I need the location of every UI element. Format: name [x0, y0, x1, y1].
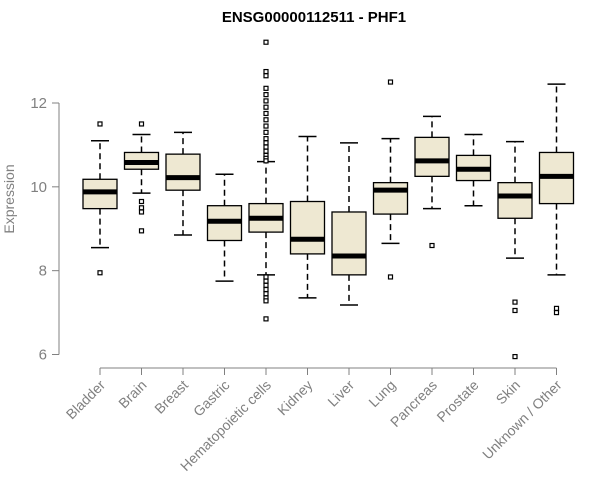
- outlier-point: [138, 121, 145, 127]
- box-skin: [497, 140, 533, 360]
- box-gastric: [206, 173, 243, 282]
- y-tick-label: 10: [30, 179, 47, 196]
- outlier-point: [429, 242, 435, 249]
- iqr-box: [331, 211, 367, 276]
- outlier-point: [553, 305, 560, 311]
- box-pancreas: [414, 115, 450, 249]
- outlier-point: [263, 129, 269, 135]
- outlier-point: [387, 79, 394, 85]
- boxes-group: [82, 39, 575, 360]
- box-kidney: [289, 135, 326, 299]
- box-hematopoietic-cells: [248, 39, 284, 322]
- box-brain: [123, 121, 160, 234]
- outlier-point: [263, 140, 269, 146]
- x-tick-label: Liver: [324, 377, 357, 410]
- outlier-point: [263, 282, 269, 288]
- outlier-point: [263, 110, 269, 117]
- box-bladder: [82, 121, 118, 276]
- outlier-point: [263, 158, 269, 164]
- y-tick-label: 12: [30, 95, 47, 112]
- box-unknown-other: [538, 83, 575, 316]
- outlier-point: [263, 278, 269, 284]
- outlier-point: [263, 148, 269, 154]
- iqr-box: [165, 153, 201, 191]
- x-tick-label: Breast: [151, 377, 191, 417]
- iqr-box: [414, 136, 450, 178]
- outlier-point: [97, 270, 103, 276]
- outlier-point: [97, 121, 103, 127]
- iqr-box: [372, 181, 409, 215]
- outlier-point: [263, 123, 269, 129]
- outlier-point: [512, 353, 518, 360]
- x-tick-label: Lung: [365, 377, 398, 410]
- outlier-point: [263, 117, 269, 123]
- x-tick-label: Unknown / Other: [479, 377, 565, 463]
- box-lung: [372, 79, 409, 280]
- outlier-point: [263, 144, 269, 150]
- outlier-point: [138, 205, 145, 211]
- outlier-point: [387, 274, 394, 280]
- x-tick-label: Bladder: [63, 377, 109, 423]
- outlier-point: [263, 136, 269, 142]
- y-tick-label: 6: [39, 347, 47, 364]
- outlier-point: [263, 68, 269, 75]
- x-tick-label: Prostate: [433, 377, 481, 425]
- outlier-point: [138, 198, 145, 205]
- outlier-point: [263, 104, 269, 110]
- outlier-point: [138, 228, 145, 234]
- outlier-point: [553, 309, 560, 316]
- outlier-point: [263, 92, 269, 98]
- outlier-point: [263, 85, 269, 91]
- y-axis-label: Expression: [1, 164, 17, 233]
- outlier-point: [263, 316, 269, 322]
- outlier-point: [263, 274, 269, 280]
- box-breast: [165, 131, 201, 236]
- y-tick-label: 8: [39, 263, 47, 280]
- box-prostate: [455, 133, 492, 207]
- x-tick-label: Kidney: [274, 377, 316, 419]
- iqr-box: [289, 200, 326, 255]
- outlier-point: [512, 299, 518, 305]
- outlier-point: [138, 209, 145, 215]
- outlier-point: [263, 98, 269, 104]
- iqr-box: [497, 181, 533, 219]
- chart-title: ENSG00000112511 - PHF1: [222, 9, 406, 26]
- outlier-point: [263, 298, 269, 304]
- outlier-point: [263, 39, 269, 45]
- x-tick-label: Skin: [493, 377, 524, 408]
- y-axis: 6 8 10 12: [30, 95, 60, 364]
- outlier-point: [263, 291, 269, 297]
- box-liver: [331, 142, 367, 306]
- outlier-point: [512, 307, 518, 314]
- outlier-point: [263, 286, 269, 293]
- outlier-point: [263, 73, 269, 79]
- x-tick-label: Brain: [115, 377, 149, 411]
